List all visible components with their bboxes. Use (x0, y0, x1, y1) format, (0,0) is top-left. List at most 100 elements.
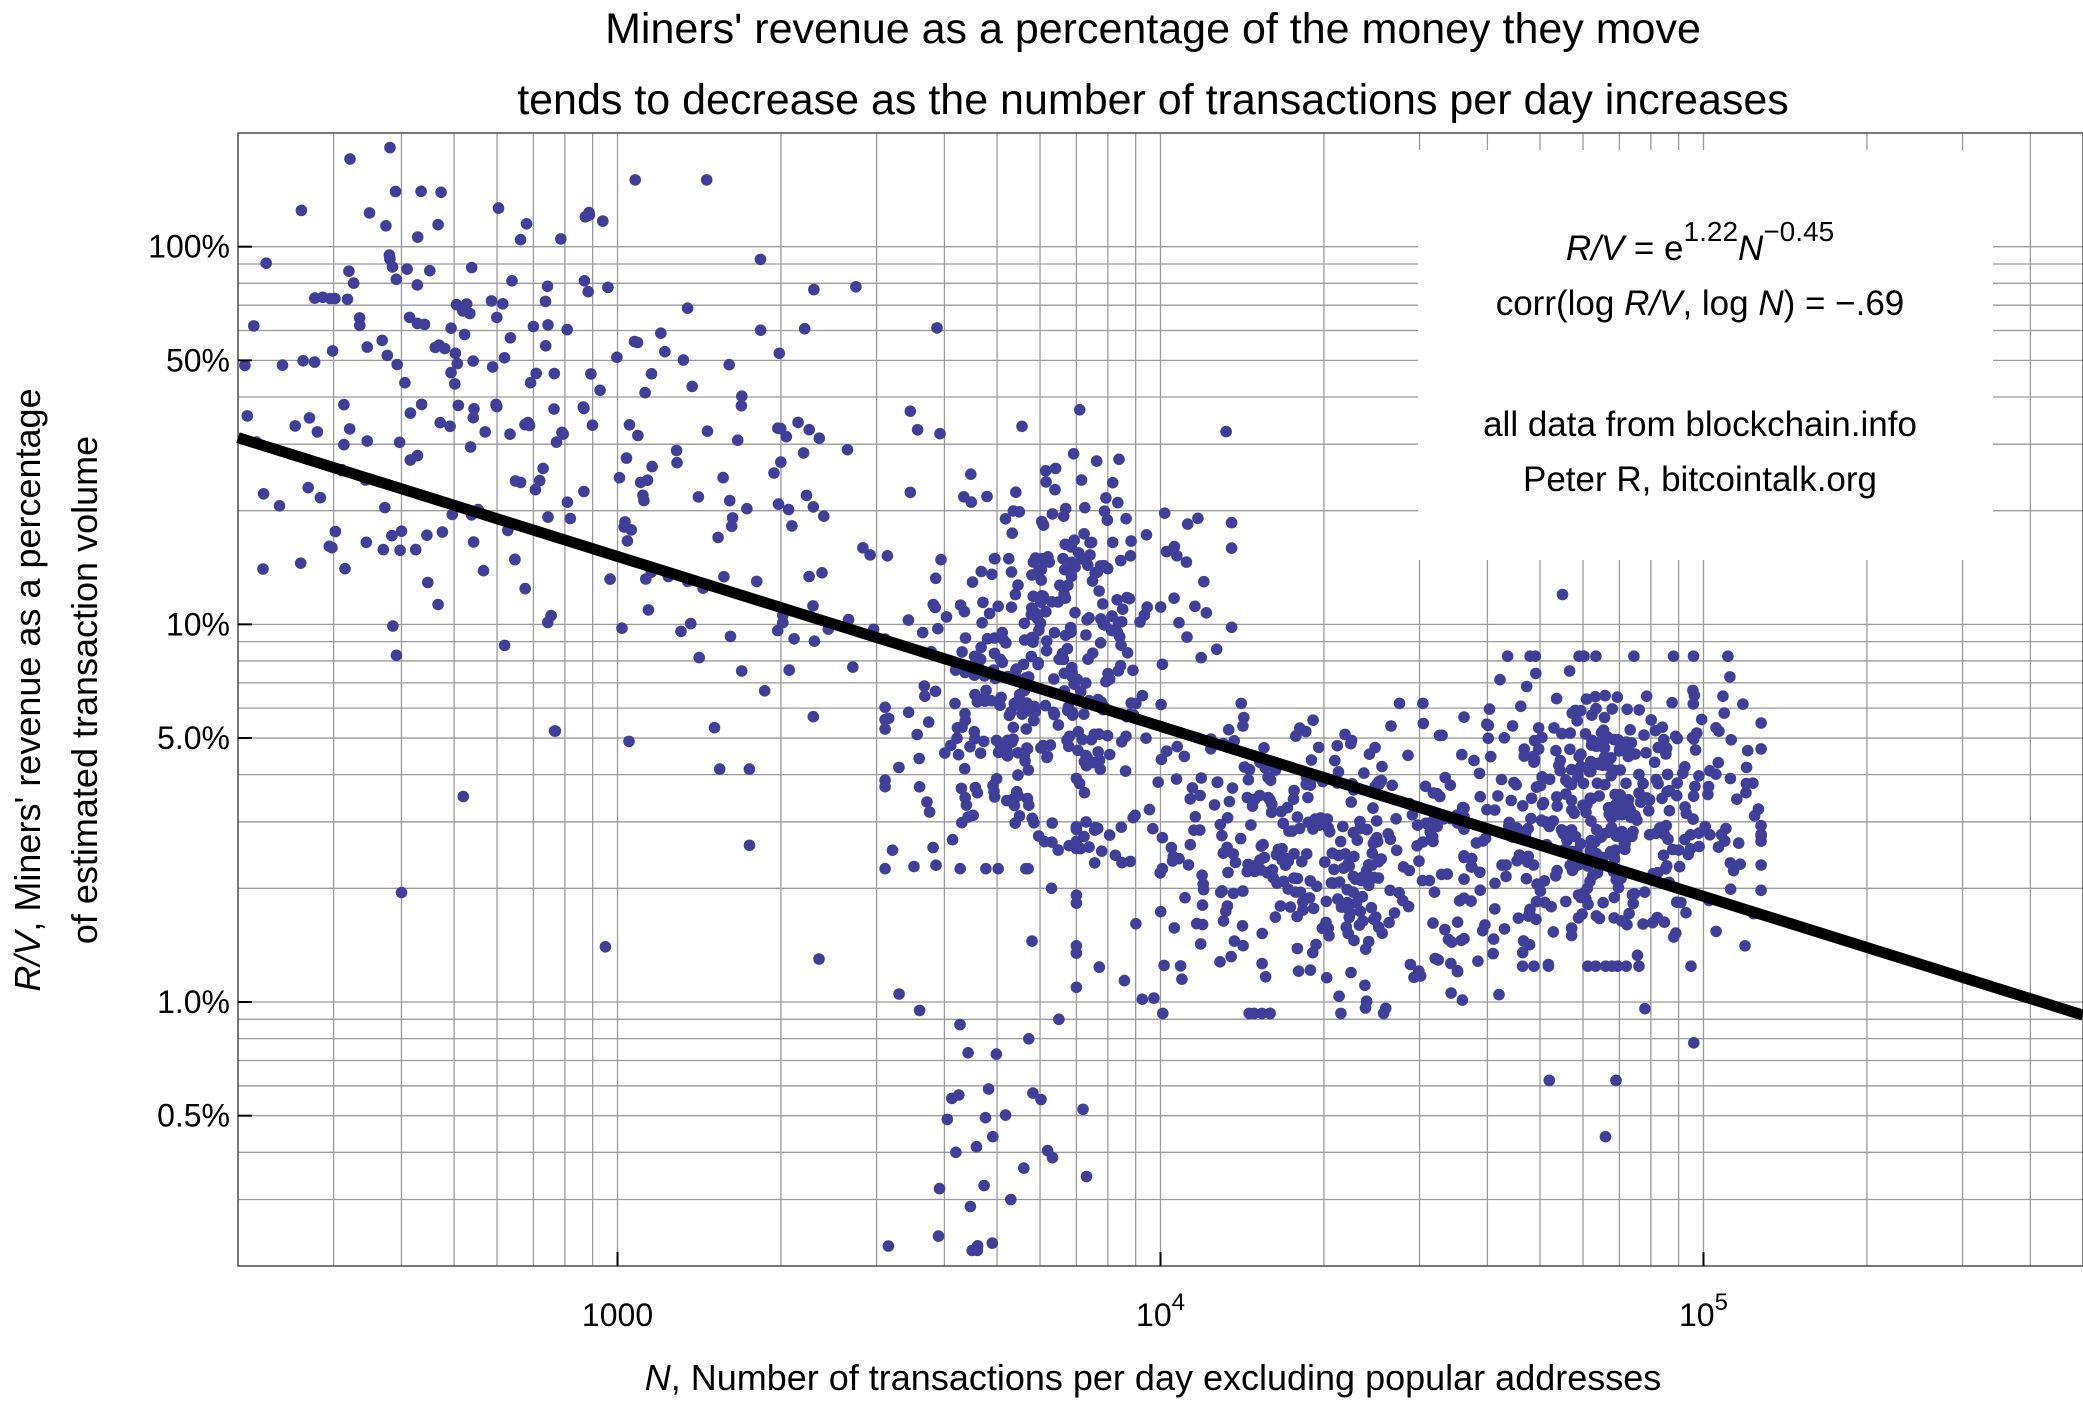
data-point (1638, 886, 1651, 898)
data-point (1332, 893, 1344, 905)
data-point (1522, 822, 1534, 835)
data-point (1186, 782, 1199, 794)
data-point (701, 425, 714, 438)
data-point (415, 185, 427, 198)
data-point (1217, 915, 1230, 927)
data-point (1277, 817, 1289, 830)
data-point (467, 355, 479, 367)
data-point (645, 368, 658, 380)
data-point (693, 651, 705, 664)
data-point (1114, 659, 1127, 672)
data-point (1358, 767, 1370, 779)
data-point (1442, 933, 1455, 946)
data-point (1036, 590, 1048, 602)
data-point (393, 436, 406, 449)
data-point (1640, 690, 1653, 702)
data-point (1286, 825, 1298, 837)
data-point (1325, 877, 1338, 889)
data-point (1037, 739, 1049, 752)
data-point (1040, 635, 1053, 647)
data-point (1611, 960, 1624, 972)
data-point (1458, 932, 1470, 945)
corr-suffix: ) = −.69 (1784, 284, 1905, 323)
data-point (1309, 813, 1322, 825)
data-point (1226, 782, 1239, 794)
data-point (1661, 860, 1673, 872)
data-point (1419, 780, 1432, 793)
data-point (1046, 836, 1058, 848)
data-point (1444, 779, 1457, 791)
data-point (988, 552, 1001, 565)
data-point (401, 263, 413, 275)
data-point (381, 349, 394, 362)
data-point (1339, 848, 1352, 860)
data-point (1080, 759, 1093, 772)
data-point (1178, 750, 1191, 763)
data-point (1732, 837, 1745, 849)
data-point (1039, 699, 1052, 712)
data-point (1633, 704, 1645, 716)
data-point (1666, 843, 1679, 856)
data-point (1005, 1193, 1017, 1206)
data-point (1427, 787, 1440, 799)
data-point (550, 436, 563, 448)
data-point (1258, 742, 1270, 754)
data-point (390, 273, 403, 286)
data-point (1523, 906, 1536, 919)
data-point (1516, 946, 1529, 959)
data-point (1625, 811, 1637, 824)
data-point (1525, 792, 1538, 805)
data-point (1130, 918, 1142, 930)
data-point (950, 1146, 962, 1159)
data-point (1372, 872, 1385, 884)
data-point (945, 739, 957, 752)
data-point (1025, 608, 1038, 621)
data-point (1223, 795, 1236, 808)
data-point (1752, 803, 1765, 815)
data-point (1009, 817, 1021, 829)
data-point (1001, 745, 1013, 757)
data-point (1737, 698, 1749, 710)
data-point (1574, 838, 1587, 850)
data-point (1583, 765, 1596, 778)
data-point (987, 1130, 999, 1143)
y-tick-label: 10% (166, 606, 230, 642)
data-point (735, 400, 748, 412)
data-point (977, 693, 989, 705)
data-point (1081, 614, 1093, 626)
data-point (1458, 711, 1470, 723)
data-point (1070, 889, 1083, 901)
data-point (1702, 780, 1715, 793)
data-point (677, 354, 690, 366)
data-point (1237, 939, 1249, 952)
data-point (1094, 637, 1107, 649)
data-point (1005, 601, 1018, 613)
data-point (1025, 650, 1038, 663)
data-point (1214, 818, 1227, 831)
data-point (1468, 754, 1480, 767)
data-point (1663, 784, 1676, 797)
data-point (954, 599, 967, 611)
data-point (1165, 841, 1178, 854)
data-point (1637, 777, 1649, 790)
data-point (1671, 777, 1683, 789)
data-point (1080, 816, 1092, 828)
data-point (343, 265, 355, 278)
data-point (1097, 598, 1109, 610)
data-point (1174, 960, 1187, 972)
data-point (1724, 883, 1737, 895)
data-point (1347, 886, 1359, 898)
data-point (1345, 796, 1357, 808)
data-point (1070, 841, 1083, 853)
data-point (317, 291, 329, 304)
data-point (775, 456, 787, 468)
data-point (1289, 886, 1302, 898)
data-point (1549, 870, 1562, 882)
data-point (916, 626, 929, 639)
data-point (982, 1083, 995, 1095)
data-point (1195, 772, 1208, 784)
data-point (978, 735, 990, 748)
data-point (449, 347, 462, 360)
data-point (1284, 901, 1297, 913)
data-point (1082, 653, 1094, 665)
